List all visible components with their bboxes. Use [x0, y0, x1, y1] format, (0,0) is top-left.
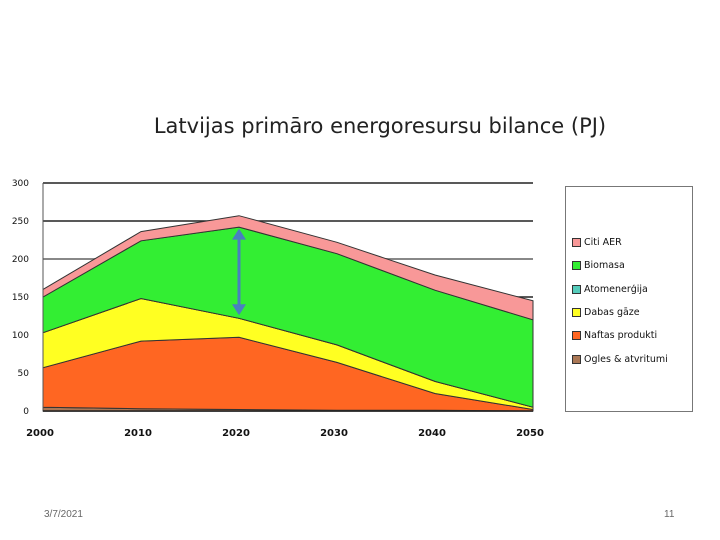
legend-swatch [572, 261, 581, 270]
y-tick-label-150: 150 [12, 293, 29, 303]
legend-swatch [572, 331, 581, 340]
legend-label: Naftas produkti [584, 330, 658, 341]
legend-label: Dabas gāze [584, 307, 640, 318]
y-tick-label-300: 300 [12, 179, 29, 189]
legend-label: Biomasa [584, 260, 625, 271]
y-tick-label-200: 200 [12, 255, 29, 265]
legend-item-5: Ogles & atvritumi [572, 354, 668, 365]
x-tick-label-2030: 2030 [320, 428, 348, 439]
annotation [232, 228, 246, 316]
legend-item-0: Citi AER [572, 237, 622, 248]
legend-swatch [572, 285, 581, 294]
legend-label: Citi AER [584, 237, 622, 248]
legend-swatch [572, 238, 581, 247]
x-tick-label-2010: 2010 [124, 428, 152, 439]
slide-date: 3/7/2021 [44, 509, 83, 520]
area-layer [42, 215, 534, 412]
legend-item-3: Dabas gāze [572, 307, 640, 318]
legend-item-4: Naftas produkti [572, 330, 657, 341]
area-citi-aer [42, 215, 534, 321]
legend-label: Ogles & atvritumi [584, 354, 668, 365]
y-tick-label-100: 100 [12, 331, 29, 341]
x-tick-label-2020: 2020 [222, 428, 250, 439]
x-tick-label-2050: 2050 [516, 428, 544, 439]
y-tick-label-0: 0 [23, 407, 29, 417]
x-tick-label-2000: 2000 [26, 428, 54, 439]
legend-swatch [572, 308, 581, 317]
chart: 0 50 100 150 200 250 300 2000 2010 2020 2030 2040 20… [12, 179, 544, 439]
y-tick-label-250: 250 [12, 217, 29, 227]
chart-legend: Citi AER Biomasa Atomenerģija Dabas gāze Naf… [565, 186, 693, 412]
annotation-arrow-head-top [232, 228, 246, 240]
legend-item-1: Biomasa [572, 260, 625, 271]
axis-layer [42, 183, 533, 412]
legend-swatch [572, 355, 581, 364]
legend-label: Atomenerģija [584, 284, 648, 295]
x-tick-label-2040: 2040 [418, 428, 446, 439]
slide-title: Latvijas primāro energoresursu bilance (… [153, 114, 607, 138]
tick-labels: 0 50 100 150 200 250 300 2000 2010 2020 2030 2040 20… [12, 179, 544, 439]
legend-item-2: Atomenerģija [572, 284, 648, 295]
y-tick-label-50: 50 [18, 369, 30, 379]
annotation-arrow-head-bottom [232, 304, 246, 316]
slide-page-number: 11 [664, 509, 675, 520]
